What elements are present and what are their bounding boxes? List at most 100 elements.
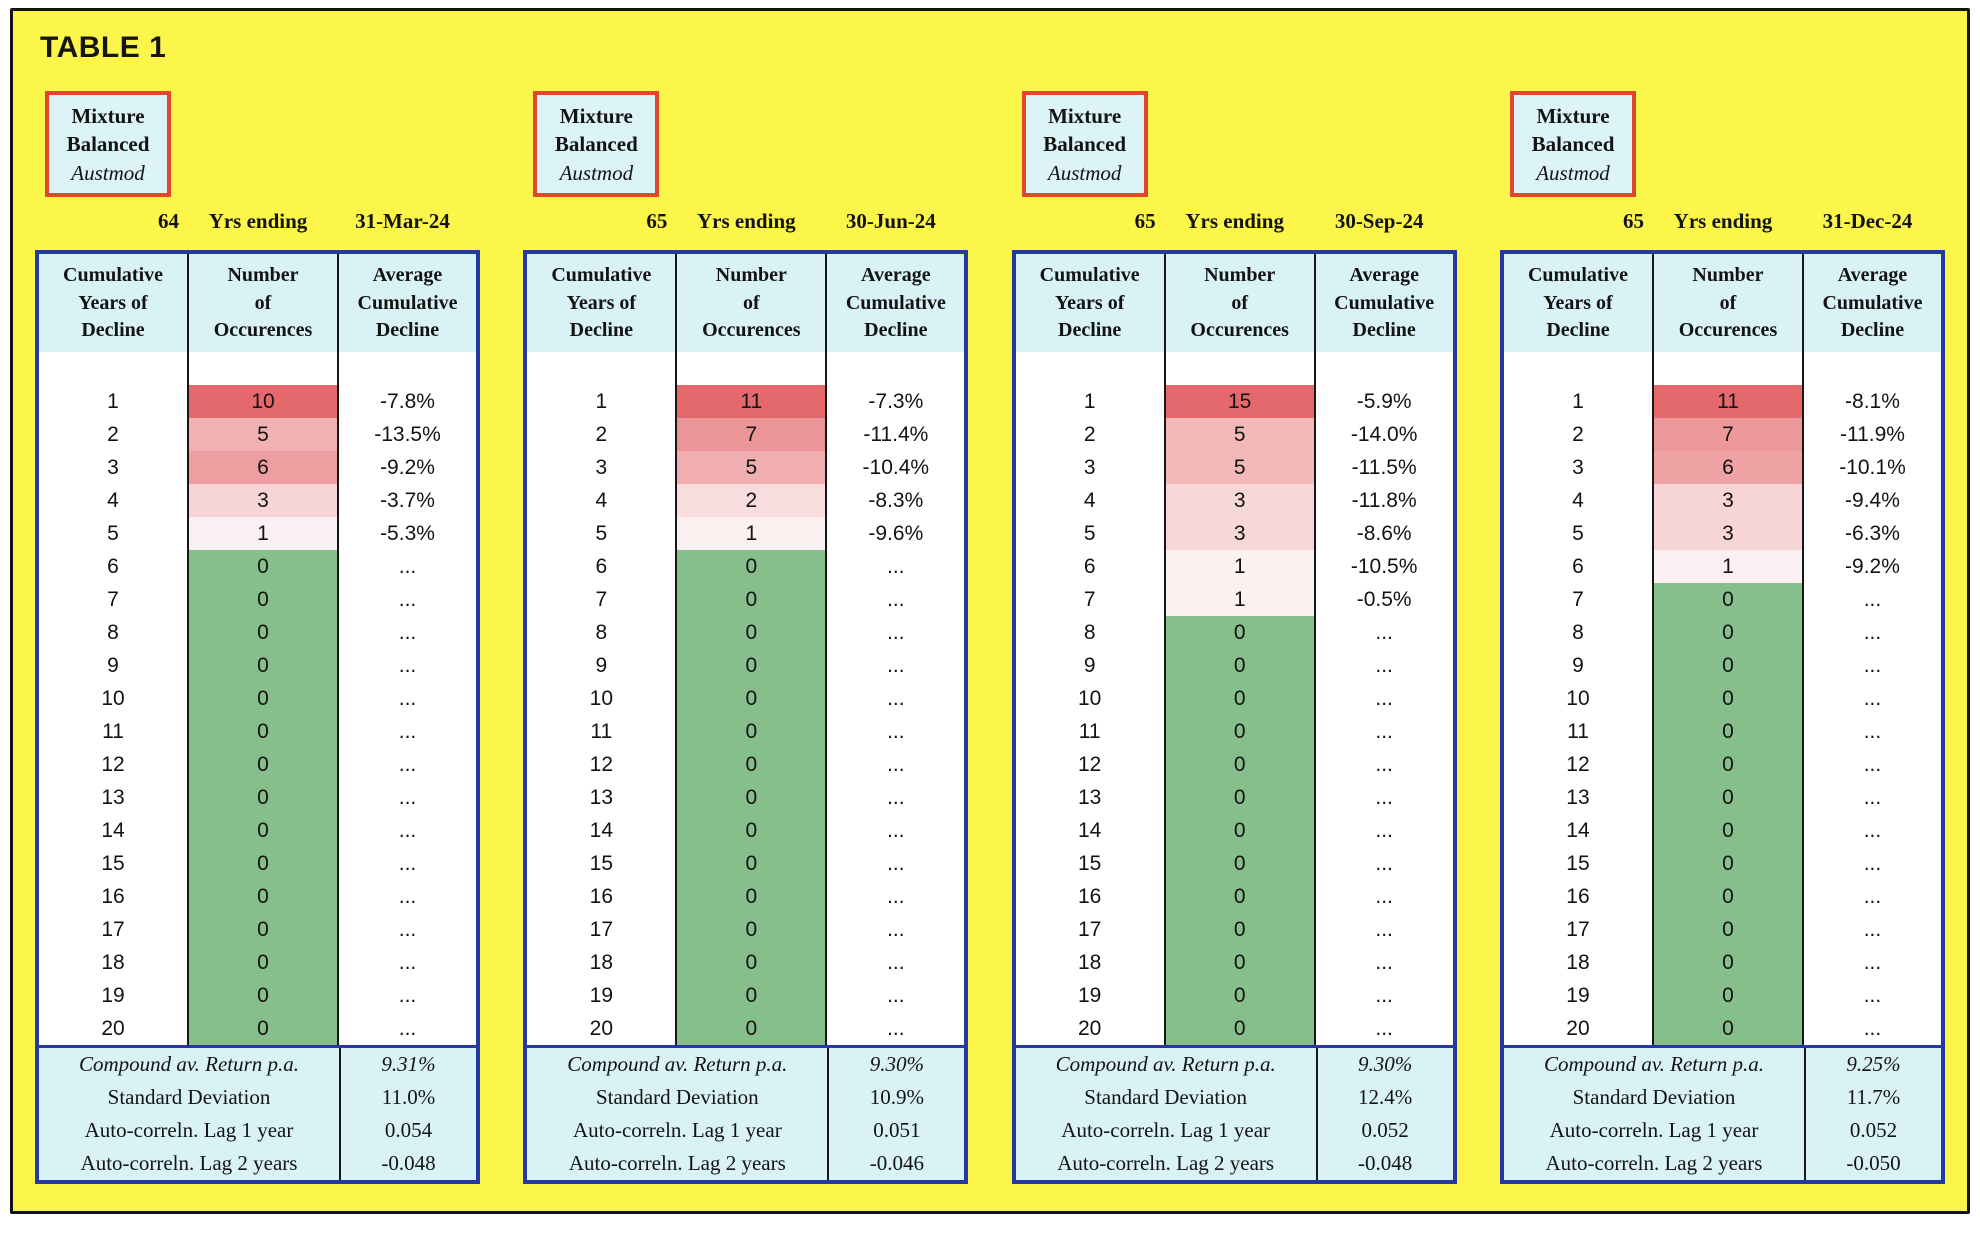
occurrences-cell: 1 — [1163, 582, 1314, 616]
occurrences-cell: 0 — [1163, 813, 1314, 847]
occurrences-cell: 0 — [187, 582, 337, 616]
occurrences-cell: 0 — [187, 648, 337, 682]
avg-decline-cell: -8.6% — [1313, 516, 1453, 550]
avg-decline-cell: ... — [1801, 714, 1941, 748]
occurrences-cell: 3 — [1163, 516, 1314, 550]
table-row: 9 0... — [527, 648, 964, 682]
cumulative-years-cell: 16 — [1077, 884, 1102, 908]
avg-decline-cell: ... — [1801, 747, 1941, 781]
spacer-cell — [1163, 351, 1314, 385]
cumulative-years-cell: 9 — [595, 653, 608, 677]
table-row: 18 0... — [1504, 945, 1941, 979]
cumulative-years-cell: 7 — [595, 587, 608, 611]
cumulative-years-cell: 5 — [107, 521, 119, 545]
cumulative-years-cell: 10 — [589, 686, 613, 710]
occurrences-cell: 1 — [187, 516, 337, 550]
cumulative-years-cell: 7 — [107, 587, 119, 611]
cumulative-years-cell: 16 — [101, 884, 125, 908]
yrs-ending-label: Yrs ending — [208, 209, 308, 234]
occurrences-cell: 1 — [1651, 549, 1802, 583]
spacer-row — [527, 351, 965, 385]
avg-decline-cell: -9.6% — [825, 516, 964, 550]
table-row: 11 0... — [39, 714, 476, 748]
column-header-line: Decline — [375, 319, 440, 342]
occurrences-cell: 0 — [1163, 846, 1314, 880]
avg-decline-cell: ... — [825, 780, 964, 814]
avg-decline-cell: ... — [825, 714, 964, 748]
table-row: 11 0... — [527, 714, 964, 748]
avg-decline-cell: ... — [1801, 879, 1941, 913]
table-row: 14 0... — [1504, 813, 1941, 847]
yrs-ending-label: Yrs ending — [697, 209, 796, 234]
strategy-name-line: Balanced — [554, 132, 638, 157]
avg-decline-cell: -10.5% — [1313, 549, 1453, 583]
occurrences-cell: 0 — [187, 945, 337, 979]
spacer-cell — [187, 351, 337, 385]
cumulative-years-cell: 6 — [1572, 554, 1584, 578]
stat-row: Auto-correln. Lag 2 years -0.048 — [39, 1146, 476, 1180]
stat-label: Auto-correln. Lag 1 year — [1061, 1117, 1271, 1142]
stat-label: Auto-correln. Lag 2 years — [568, 1150, 786, 1175]
cumulative-years-cell: 4 — [1572, 488, 1584, 512]
avg-decline-cell: -14.0% — [1313, 417, 1453, 451]
end-date: 30-Sep-24 — [1334, 209, 1424, 234]
occurrences-cell: 5 — [187, 417, 337, 451]
column-header: Cumulative Years of Decline — [1503, 254, 1652, 352]
occurrences-cell: 3 — [1163, 483, 1314, 517]
occurrences-cell: 0 — [1651, 780, 1802, 814]
cumulative-years-cell: 10 — [101, 686, 125, 710]
table-row: 7 0... — [39, 582, 476, 616]
cumulative-years-cell: 2 — [1572, 422, 1584, 446]
column-header-line: Average — [1349, 264, 1419, 287]
stat-value: 10.9% — [827, 1080, 964, 1114]
period-info: 65 Yrs ending 30-Jun-24 — [523, 206, 968, 236]
table-row: 8 0... — [527, 615, 964, 649]
cumulative-years-cell: 15 — [1077, 851, 1102, 875]
occurrences-cell: 0 — [187, 1011, 337, 1045]
avg-decline-cell: -5.9% — [1313, 384, 1453, 418]
occurrences-cell: 0 — [675, 912, 826, 946]
decline-table: Cumulative Years of Decline Number of Occuren… — [523, 250, 969, 1184]
occurrences-cell: 0 — [187, 912, 337, 946]
avg-decline-cell: ... — [1801, 978, 1941, 1012]
cumulative-years-cell: 12 — [101, 752, 125, 776]
avg-decline-cell: ... — [825, 813, 964, 847]
table-row: 14 0... — [39, 813, 476, 847]
strategy-model-name: Austmod — [559, 160, 634, 185]
occurrences-cell: 6 — [187, 450, 337, 484]
avg-decline-cell: ... — [337, 978, 476, 1012]
cumulative-years-cell: 15 — [101, 851, 125, 875]
occurrences-cell: 0 — [675, 681, 826, 715]
table-board: TABLE 1 Mixture Balanced Austmod 64 Yrs endi… — [10, 8, 1970, 1214]
cumulative-years-cell: 18 — [1077, 950, 1102, 974]
cumulative-years-cell: 6 — [595, 554, 608, 578]
spacer-cell — [1503, 351, 1652, 385]
stat-value: 11.0% — [339, 1080, 476, 1114]
avg-decline-cell: -7.8% — [337, 384, 476, 418]
column-header-line: Decline — [81, 319, 145, 342]
spacer-row — [1015, 351, 1453, 385]
cumulative-years-cell: 13 — [1077, 785, 1102, 809]
cumulative-years-cell: 19 — [1077, 983, 1102, 1007]
avg-decline-cell: ... — [1313, 780, 1453, 814]
column-header: Average Cumulative Decline — [1313, 254, 1453, 352]
table-header-row: Cumulative Years of Decline Number of Occuren… — [39, 254, 476, 352]
occurrences-cell: 0 — [675, 648, 826, 682]
cumulative-years-cell: 5 — [1083, 521, 1096, 545]
occurrences-cell: 0 — [1651, 1011, 1802, 1045]
occurrences-cell: 0 — [187, 978, 337, 1012]
stat-value: 12.4% — [1315, 1080, 1453, 1114]
avg-decline-cell: -11.9% — [1801, 417, 1941, 451]
spacer-cell — [39, 351, 187, 385]
column-header-line: of — [254, 291, 272, 314]
occurrences-cell: 0 — [1163, 648, 1314, 682]
strategy-box: Mixture Balanced Austmod — [45, 91, 171, 198]
table-row: 18 0... — [1016, 945, 1453, 979]
cumulative-years-cell: 14 — [101, 818, 125, 842]
cumulative-years-cell: 6 — [1083, 554, 1096, 578]
occurrences-cell: 0 — [1651, 681, 1802, 715]
column-header-line: Decline — [1546, 319, 1610, 342]
strategy-name-line: Balanced — [66, 132, 150, 157]
cumulative-years-cell: 12 — [1566, 752, 1590, 776]
table-row: 12 0... — [1504, 747, 1941, 781]
